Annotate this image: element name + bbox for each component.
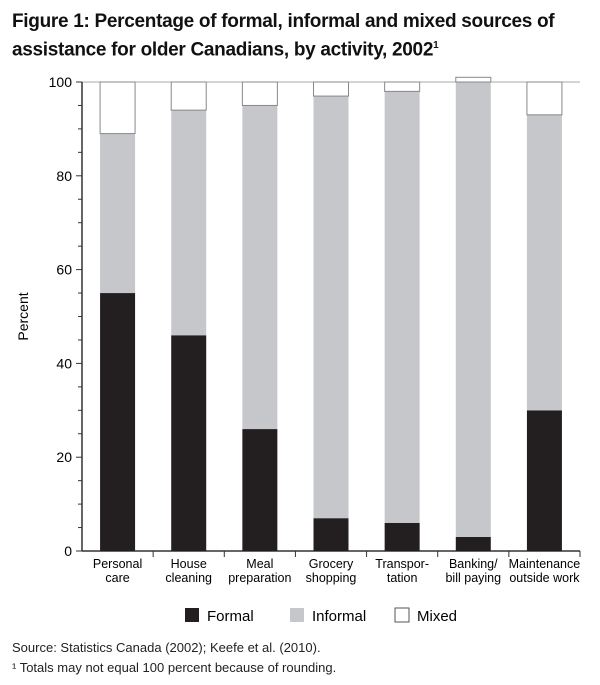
bar-mixed bbox=[313, 81, 349, 97]
x-tick-label: bill paying bbox=[445, 571, 501, 585]
y-tick-label: 0 bbox=[64, 543, 72, 559]
bar-mixed bbox=[241, 81, 278, 106]
source-note: Source: Statistics Canada (2002); Keefe … bbox=[12, 640, 321, 655]
x-tick-label: cleaning bbox=[165, 571, 212, 585]
bar-formal bbox=[384, 522, 420, 551]
y-tick-label: 100 bbox=[49, 74, 73, 90]
bar-formal bbox=[526, 410, 562, 551]
x-tick-label: Banking/ bbox=[449, 557, 498, 571]
bar-informal bbox=[100, 133, 136, 294]
footnote: ¹ Totals may not equal 100 percent becau… bbox=[12, 660, 337, 675]
y-tick-label: 80 bbox=[56, 168, 72, 184]
bar-mixed bbox=[384, 81, 421, 92]
x-tick-label: Meal bbox=[246, 557, 273, 571]
chart-title: Figure 1: Percentage of formal, informal… bbox=[12, 11, 555, 61]
x-tick-label: Maintenance bbox=[509, 557, 581, 571]
bar-mixed bbox=[455, 76, 492, 83]
bar-formal bbox=[313, 518, 349, 551]
x-tick-label: House bbox=[171, 557, 207, 571]
x-tick-label: Personal bbox=[93, 557, 142, 571]
x-tick-label: Transpor- bbox=[375, 557, 429, 571]
bar-formal bbox=[171, 335, 207, 551]
bar-informal bbox=[455, 82, 491, 537]
y-tick-label: 60 bbox=[56, 262, 72, 278]
y-axis-label: Percent bbox=[15, 292, 31, 340]
x-tick-label: outside work bbox=[509, 571, 580, 585]
bar-mixed bbox=[170, 81, 207, 111]
x-tick-label: shopping bbox=[306, 571, 357, 585]
bar-mixed bbox=[99, 81, 136, 135]
bar-informal bbox=[171, 110, 207, 336]
legend-swatch-mixed bbox=[394, 607, 410, 623]
legend-swatch-formal bbox=[185, 608, 199, 622]
x-tick-label: care bbox=[105, 571, 129, 585]
legend-label-mixed: Mixed bbox=[417, 608, 457, 625]
bar-informal bbox=[526, 114, 562, 411]
bar-informal bbox=[242, 105, 278, 430]
legend-swatch-informal bbox=[290, 608, 304, 622]
bar-informal bbox=[313, 96, 349, 519]
bar-formal bbox=[100, 293, 136, 551]
bar-formal bbox=[455, 536, 491, 551]
y-tick-label: 20 bbox=[56, 449, 72, 465]
y-tick-label: 40 bbox=[56, 355, 72, 371]
legend-label-informal: Informal bbox=[312, 608, 366, 625]
x-tick-label: preparation bbox=[228, 571, 291, 585]
x-tick-label: Grocery bbox=[309, 557, 354, 571]
bar-mixed bbox=[526, 81, 563, 116]
x-tick-label: tation bbox=[387, 571, 418, 585]
bar-informal bbox=[384, 91, 420, 523]
bar-formal bbox=[242, 429, 278, 551]
legend-label-formal: Formal bbox=[207, 608, 254, 625]
